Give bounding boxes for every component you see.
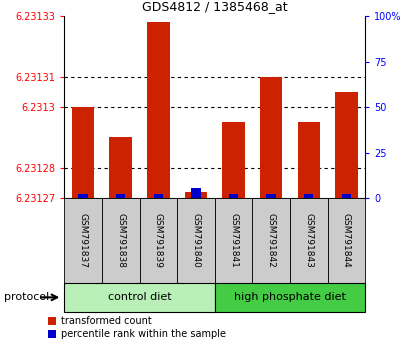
FancyBboxPatch shape: [177, 198, 215, 283]
Text: GSM791838: GSM791838: [116, 213, 125, 268]
Bar: [72, 107, 95, 198]
Bar: [335, 92, 358, 198]
Bar: [260, 77, 283, 198]
Text: protocol: protocol: [4, 292, 49, 302]
FancyBboxPatch shape: [64, 198, 102, 283]
Bar: [304, 194, 313, 198]
Bar: [185, 192, 207, 198]
Bar: [116, 194, 125, 198]
Bar: [229, 194, 238, 198]
Bar: [298, 122, 320, 198]
Text: GSM791837: GSM791837: [78, 213, 88, 268]
Text: GSM791842: GSM791842: [267, 213, 276, 268]
FancyBboxPatch shape: [327, 198, 365, 283]
Text: GSM791844: GSM791844: [342, 213, 351, 268]
Text: GSM791840: GSM791840: [191, 213, 200, 268]
Bar: [154, 194, 163, 198]
FancyBboxPatch shape: [290, 198, 327, 283]
Text: GSM791843: GSM791843: [304, 213, 313, 268]
Legend: transformed count, percentile rank within the sample: transformed count, percentile rank withi…: [49, 316, 226, 339]
Text: control diet: control diet: [108, 292, 171, 302]
Bar: [110, 137, 132, 198]
Bar: [222, 122, 245, 198]
Bar: [191, 188, 201, 198]
Bar: [266, 194, 276, 198]
Bar: [78, 194, 88, 198]
FancyBboxPatch shape: [215, 198, 252, 283]
FancyBboxPatch shape: [102, 198, 139, 283]
Bar: [342, 194, 351, 198]
Text: GSM791839: GSM791839: [154, 213, 163, 268]
Text: high phosphate diet: high phosphate diet: [234, 292, 346, 302]
FancyBboxPatch shape: [139, 198, 177, 283]
Text: GSM791841: GSM791841: [229, 213, 238, 268]
FancyBboxPatch shape: [215, 283, 365, 312]
Title: GDS4812 / 1385468_at: GDS4812 / 1385468_at: [142, 0, 288, 13]
Bar: [147, 22, 170, 198]
FancyBboxPatch shape: [64, 283, 215, 312]
FancyBboxPatch shape: [252, 198, 290, 283]
